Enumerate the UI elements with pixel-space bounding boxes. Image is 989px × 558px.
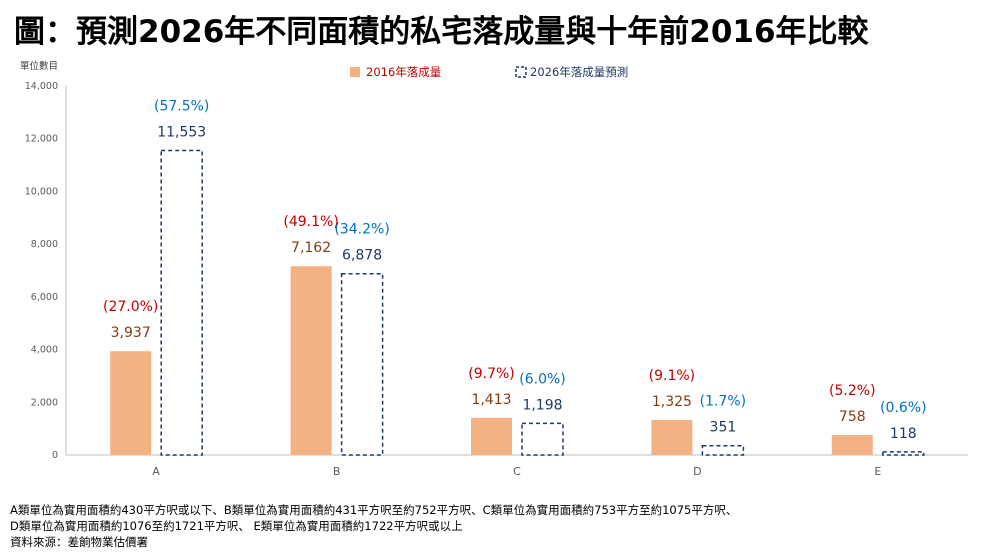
bar-2016-A (110, 351, 152, 455)
data-label-2016-C: 1,413 (471, 392, 511, 408)
y-tick-label: 8,000 (31, 239, 58, 250)
y-tick-label: 0 (52, 450, 58, 461)
pct-label-2016-C: (9.7%) (468, 366, 515, 382)
x-tick-label-C: C (513, 465, 521, 478)
bar-2016-E (831, 435, 873, 455)
source-note: 資料來源：差餉物業估價署 (10, 535, 148, 549)
x-tick-label-D: D (693, 465, 701, 478)
pct-label-2016-D: (9.1%) (649, 368, 696, 384)
bar-2026-A (160, 149, 203, 456)
pct-label-2026-A: (57.5%) (154, 98, 209, 114)
y-tick-label: 12,000 (25, 134, 58, 145)
y-tick-label: 2,000 (31, 397, 58, 408)
pct-label-2016-A: (27.0%) (103, 299, 158, 315)
bar-2016-C (471, 417, 512, 455)
data-label-2026-B: 6,878 (342, 248, 382, 264)
y-tick-label: 6,000 (31, 292, 58, 303)
x-tick-label-A: A (152, 465, 160, 478)
data-label-2016-A: 3,937 (111, 325, 151, 341)
legend-label-2016: 2016年落成量 (366, 65, 441, 79)
legend-swatch-2026 (515, 66, 527, 78)
data-label-2026-C: 1,198 (522, 397, 562, 413)
legend-label-2026: 2026年落成量預測 (530, 65, 628, 79)
bar-chart: 0 2,000 4,000 6,000 8,000 10,000 12,000 14,000 單… (20, 60, 968, 478)
bar-2016-D (651, 420, 693, 455)
legend-swatch-2016 (350, 67, 360, 77)
x-tick-label-B: B (333, 465, 341, 478)
bar-2016-B (290, 266, 332, 455)
pct-label-2026-B: (34.2%) (334, 222, 389, 238)
page-title: 圖：預測2026年不同面積的私宅落成量與十年前2016年比較 (14, 14, 869, 50)
data-label-2016-E: 758 (839, 409, 866, 425)
pct-label-2016-E: (5.2%) (829, 383, 876, 399)
bar-2026-C (521, 422, 564, 456)
data-label-2026-A: 11,553 (157, 124, 206, 140)
bar-2026-B (340, 272, 384, 456)
pct-label-2026-C: (6.0%) (519, 371, 566, 387)
y-axis-title: 單位數目 (20, 60, 58, 72)
y-tick-label: 10,000 (25, 186, 58, 197)
footnote-line-2: D類單位為實用面積約1076至約1721平方呎、 E類單位為實用面積約1722平… (10, 519, 463, 533)
data-label-2026-E: 118 (890, 426, 917, 442)
bar-2026-D (701, 444, 745, 456)
footnote-line-1: A類單位為實用面積約430平方呎或以下、B類單位為實用面積約431平方呎至約75… (10, 503, 738, 517)
pct-label-2026-D: (1.7%) (700, 394, 747, 410)
pct-label-2026-E: (0.6%) (880, 400, 927, 416)
y-tick-label: 4,000 (31, 345, 58, 356)
data-label-2016-B: 7,162 (291, 240, 331, 256)
pct-label-2016-B: (49.1%) (283, 214, 338, 230)
y-tick-label: 14,000 (25, 81, 58, 92)
bar-2026-E (882, 451, 925, 456)
data-label-2026-D: 351 (710, 420, 737, 436)
data-label-2016-D: 1,325 (652, 394, 692, 410)
x-tick-label-E: E (874, 465, 881, 478)
